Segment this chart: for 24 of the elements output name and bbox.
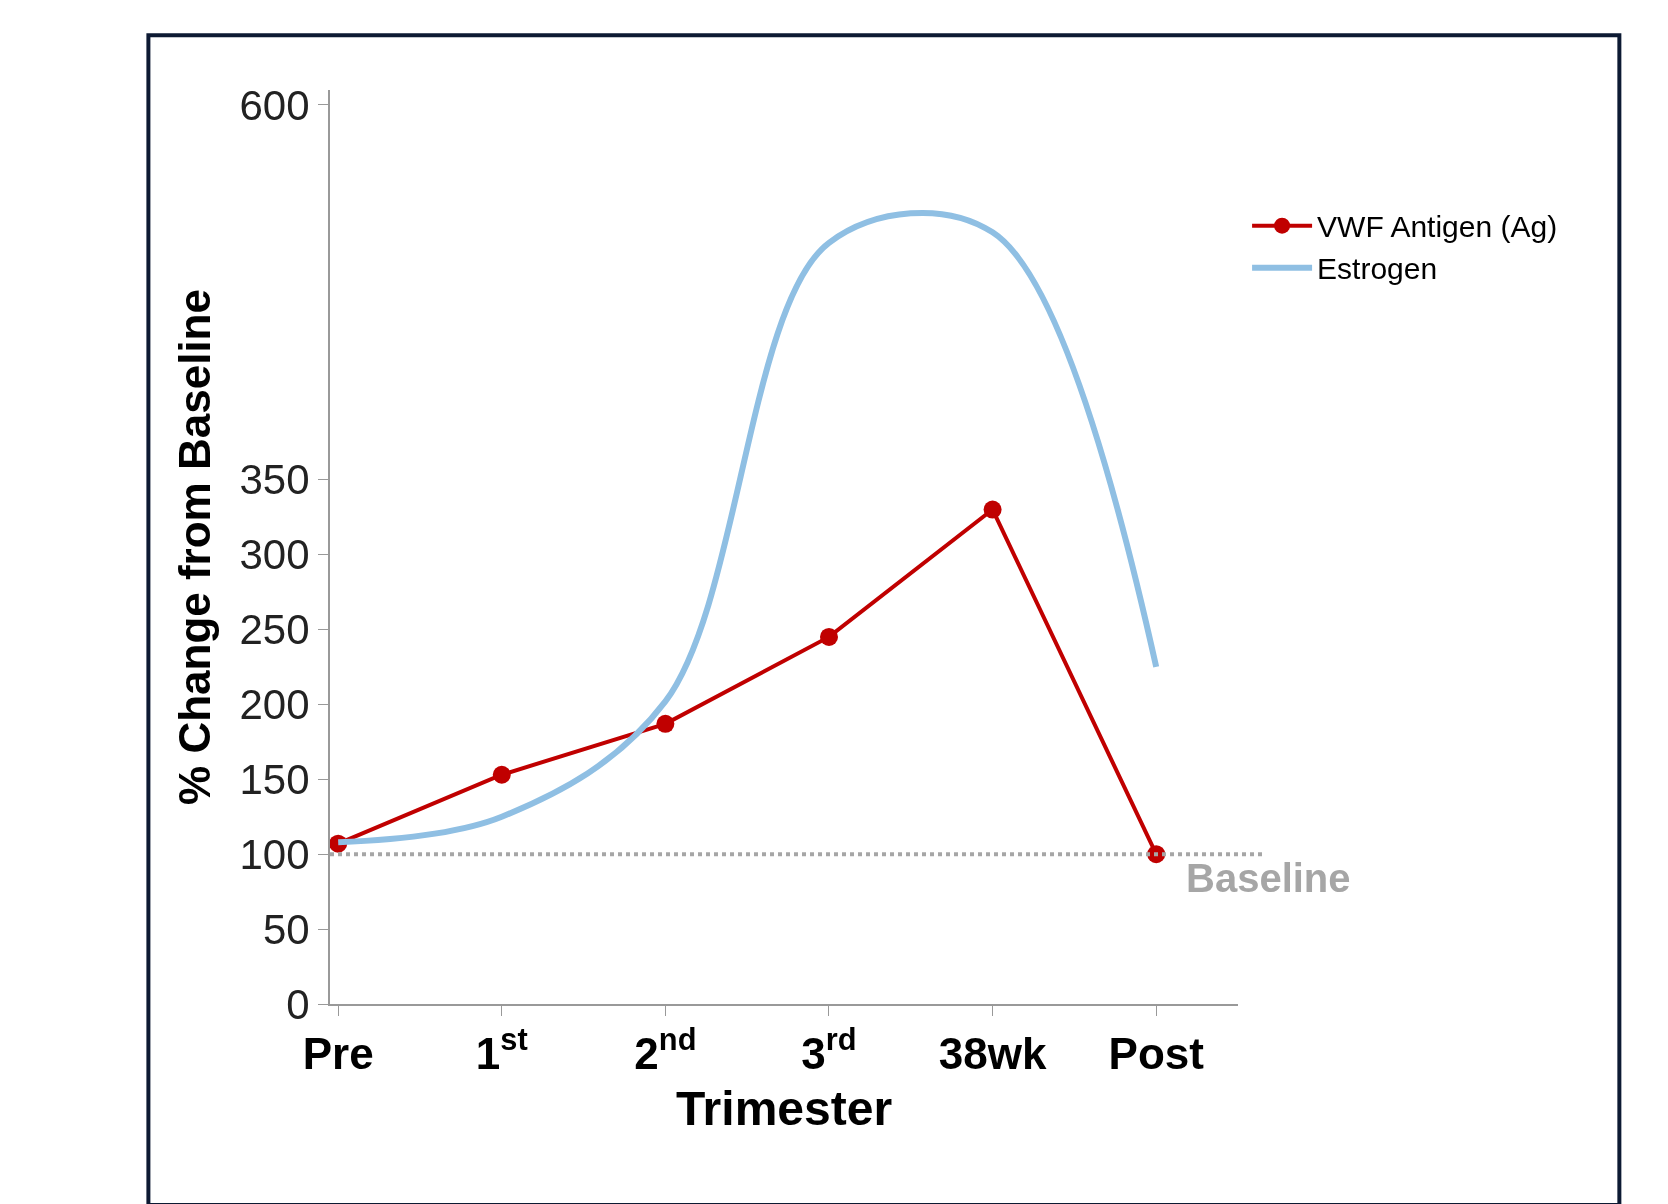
y-tick-label: 100 (239, 830, 310, 878)
point (656, 714, 675, 733)
x-tick-label: 38wk (938, 1028, 1047, 1078)
legend-label: Estrogen (1317, 252, 1438, 286)
y-tick-label: 200 (239, 681, 310, 729)
point (492, 765, 511, 784)
ref-line-label: Baseline (1186, 856, 1351, 900)
y-tick-label: 50 (262, 905, 310, 953)
y-axis-title: % Change from Baseline (170, 289, 220, 805)
x-tick-label: Pre (302, 1028, 374, 1078)
x-tick-label: 1$^{st}$ (475, 1022, 528, 1078)
y-tick-label: 150 (239, 755, 310, 803)
x-tick-label: 2$^{nd}$ (634, 1022, 697, 1078)
point (820, 627, 838, 646)
point (983, 500, 1002, 519)
y-tick-label: 300 (239, 531, 310, 579)
y-tick-label: 250 (239, 606, 310, 654)
y-tick-label: 350 (239, 456, 310, 504)
x-tick-label: 3$^{rd}$ (801, 1022, 857, 1078)
x-axis-title: Trimester (675, 1082, 893, 1136)
x-tick-label: Post (1108, 1028, 1205, 1078)
y-tick-label: 0 (286, 980, 310, 1028)
y-tick-label: 600 (239, 81, 310, 129)
legend-label: VWF Antigen (Ag) (1317, 210, 1558, 244)
